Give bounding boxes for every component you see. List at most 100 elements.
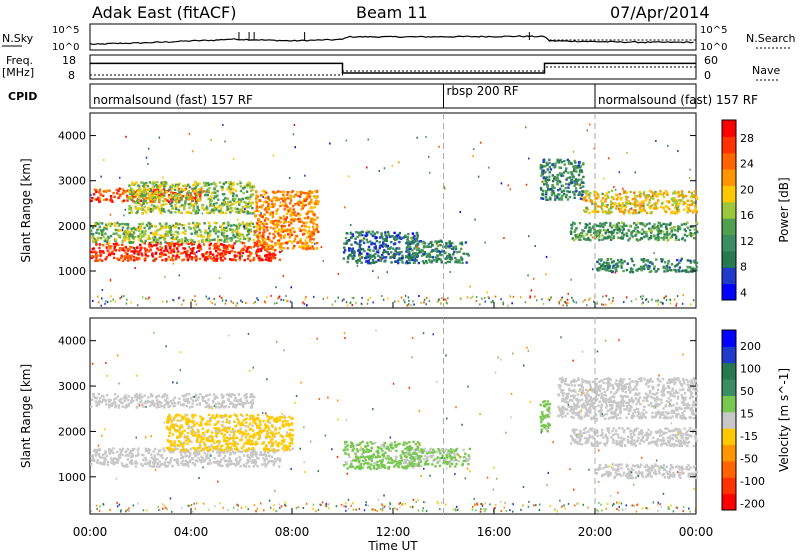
echo-cell <box>220 233 224 236</box>
echo-cell <box>243 237 247 241</box>
echo-cell <box>180 211 183 215</box>
echo-cell <box>223 203 226 206</box>
echo-cell <box>552 191 555 195</box>
echo-cell <box>416 235 419 238</box>
echo-cell <box>131 233 134 237</box>
echo-cell <box>317 230 320 233</box>
echo-cell <box>169 258 172 262</box>
echo-cell <box>547 187 550 191</box>
echo-cell <box>660 258 663 261</box>
echo-cell <box>249 451 253 455</box>
echo-cell <box>124 465 127 468</box>
echo-cell <box>452 253 455 256</box>
echo-cell <box>366 229 369 232</box>
echo-cell <box>266 244 269 247</box>
echo-cell <box>309 220 312 224</box>
echo-cell <box>636 200 639 203</box>
echo-cell <box>289 228 292 232</box>
echo-cell <box>406 242 410 245</box>
echo-cell <box>655 201 659 205</box>
echo-cell <box>233 462 236 466</box>
echo-cell <box>623 260 626 263</box>
echo-cell <box>142 296 144 299</box>
echo-cell <box>176 447 179 451</box>
echo-cell <box>573 230 576 234</box>
echo-cell <box>142 185 145 188</box>
echo-cell <box>166 461 170 464</box>
echo-cell <box>265 242 269 246</box>
echo-cell <box>299 241 302 244</box>
echo-cell <box>676 295 679 298</box>
echo-cell <box>502 303 504 306</box>
echo-cell <box>671 228 674 232</box>
echo-cell <box>191 204 195 207</box>
echo-cell <box>219 248 222 252</box>
echo-cell <box>268 199 271 202</box>
echo-cell <box>597 229 600 232</box>
echo-cell <box>367 259 370 262</box>
echo-cell <box>128 196 131 199</box>
echo-cell <box>646 259 650 262</box>
echo-cell <box>163 238 166 241</box>
echo-cell <box>601 203 604 206</box>
echo-cell <box>115 242 118 245</box>
echo-cell <box>180 461 183 465</box>
echo-cell <box>207 255 210 258</box>
echo-cell <box>541 197 545 200</box>
echo-cell <box>687 199 690 202</box>
echo-cell <box>405 260 409 263</box>
echo-cell <box>170 457 173 460</box>
echo-cell <box>264 450 267 454</box>
echo-cell <box>665 223 668 226</box>
echo-cell <box>689 232 693 235</box>
echo-cell <box>146 254 150 258</box>
echo-cell <box>272 220 275 223</box>
echo-cell <box>286 206 289 209</box>
echo-cell <box>94 223 97 226</box>
echo-cell <box>293 237 297 241</box>
echo-cell <box>115 232 118 235</box>
echo-cell <box>162 208 165 211</box>
echo-cell <box>212 244 216 247</box>
echo-cell <box>691 233 695 236</box>
echo-cell <box>209 198 212 202</box>
echo-cell <box>275 449 278 453</box>
echo-cell <box>173 225 176 229</box>
echo-cell <box>320 246 323 249</box>
echo-cell <box>121 188 124 191</box>
echo-cell <box>116 450 119 454</box>
echo-cell <box>484 300 487 303</box>
echo-cell <box>121 259 125 262</box>
echo-cell <box>184 236 187 240</box>
echo-cell <box>194 189 197 192</box>
echo-cell <box>130 258 133 261</box>
echo-cell <box>650 234 653 238</box>
echo-cell <box>96 238 99 241</box>
echo-cell <box>249 221 253 224</box>
echo-cell <box>219 203 222 207</box>
echo-cell <box>290 218 293 221</box>
echo-cell <box>125 194 129 197</box>
echo-cell <box>201 254 205 257</box>
echo-cell <box>653 223 656 226</box>
echo-cell <box>239 200 243 203</box>
echo-cell <box>630 207 633 210</box>
echo-cell <box>286 228 289 231</box>
echo-cell <box>158 196 161 200</box>
echo-cell <box>551 184 554 187</box>
echo-cell <box>659 232 662 235</box>
echo-cell <box>289 213 293 216</box>
echo-cell <box>191 239 194 242</box>
echo-cell <box>207 183 211 186</box>
echo-cell <box>606 195 609 198</box>
echo-cell <box>633 194 637 197</box>
echo-cell <box>683 239 687 242</box>
echo-cell <box>200 188 203 191</box>
echo-cell <box>610 261 614 264</box>
echo-cell <box>601 234 604 237</box>
echo-cell <box>226 222 229 225</box>
echo-cell <box>237 402 240 405</box>
echo-cell <box>679 199 682 202</box>
echo-cell <box>553 194 557 197</box>
echo-cell <box>280 226 283 230</box>
